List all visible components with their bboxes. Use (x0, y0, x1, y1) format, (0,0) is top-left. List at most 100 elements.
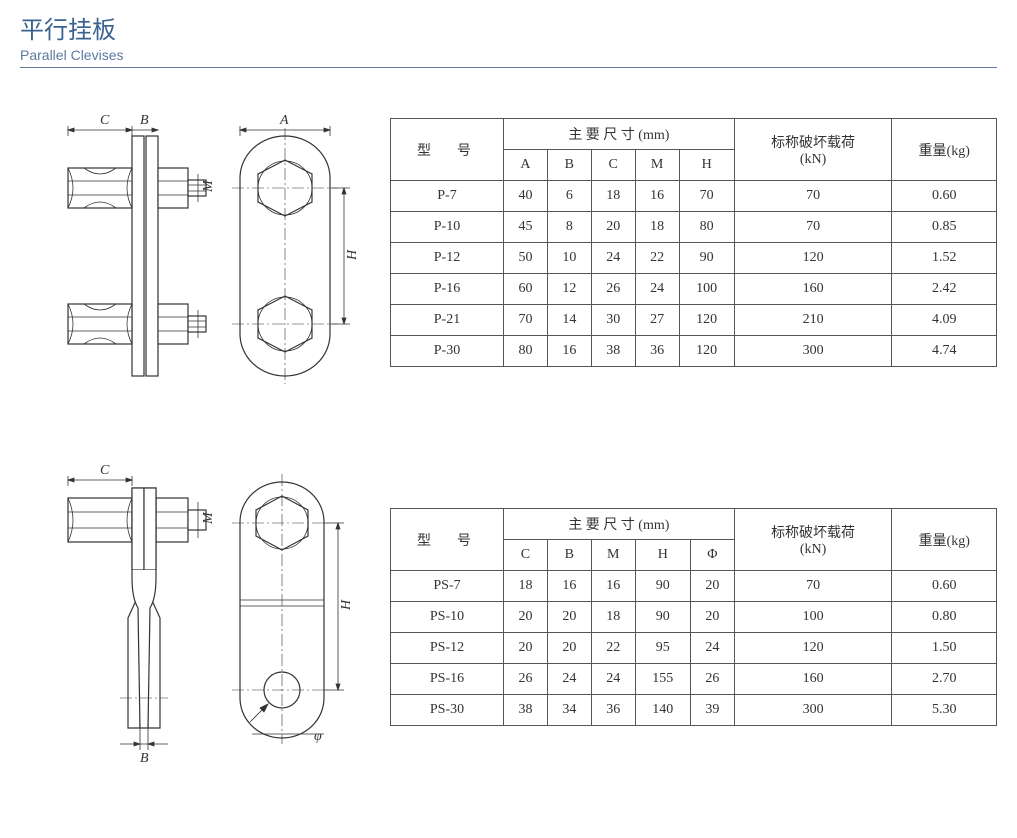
cell-value: 16 (547, 571, 591, 602)
cell-load: 70 (734, 181, 892, 212)
cell-load: 120 (734, 243, 892, 274)
cell-value: 90 (635, 602, 690, 633)
th-dims: 主 要 尺 寸 (mm) (504, 509, 735, 540)
table-ps: 型 号 主 要 尺 寸 (mm) 标称破坏载荷(kN) 重量(kg) CBMHΦ… (390, 508, 997, 726)
cell-model: P-12 (391, 243, 504, 274)
table-row: PS-30383436140393005.30 (391, 695, 997, 726)
cell-value: 20 (591, 212, 635, 243)
table-p-wrap: 型 号 主 要 尺 寸 (mm) 标称破坏载荷(kN) 重量(kg) ABCMH… (390, 98, 997, 367)
table-row: P-30801638361203004.74 (391, 336, 997, 367)
cell-value: 30 (591, 305, 635, 336)
drawing-p: C B (20, 98, 380, 408)
cell-load: 70 (734, 571, 892, 602)
th-weight: 重量(kg) (892, 509, 997, 571)
page-title-block: 平行挂板 Parallel Clevises (20, 10, 997, 68)
svg-text:M: M (201, 179, 216, 193)
cell-model: PS-12 (391, 633, 504, 664)
cell-value: 20 (504, 633, 548, 664)
cell-weight: 0.60 (892, 571, 997, 602)
cell-value: 95 (635, 633, 690, 664)
cell-value: 100 (679, 274, 734, 305)
th-dim-col: M (591, 540, 635, 571)
th-weight: 重量(kg) (892, 119, 997, 181)
cell-value: 22 (635, 243, 679, 274)
cell-value: 140 (635, 695, 690, 726)
cell-value: 38 (591, 336, 635, 367)
cell-weight: 1.52 (892, 243, 997, 274)
table-row: P-16601226241001602.42 (391, 274, 997, 305)
table-row: PS-16262424155261602.70 (391, 664, 997, 695)
cell-value: 22 (591, 633, 635, 664)
cell-value: 36 (635, 336, 679, 367)
cell-load: 210 (734, 305, 892, 336)
cell-load: 100 (734, 602, 892, 633)
cell-value: 18 (591, 602, 635, 633)
svg-text:C: C (100, 113, 110, 128)
th-dim-col: M (635, 150, 679, 181)
cell-value: 8 (547, 212, 591, 243)
cell-value: 27 (635, 305, 679, 336)
svg-text:H: H (339, 599, 354, 611)
th-dim-col: H (679, 150, 734, 181)
th-dim-col: C (504, 540, 548, 571)
table-row: P-1250102422901201.52 (391, 243, 997, 274)
cell-value: 24 (635, 274, 679, 305)
table-row: P-10458201880700.85 (391, 212, 997, 243)
cell-value: 24 (591, 664, 635, 695)
cell-value: 120 (679, 336, 734, 367)
cell-value: 12 (547, 274, 591, 305)
cell-weight: 0.85 (892, 212, 997, 243)
cell-weight: 0.80 (892, 602, 997, 633)
cell-value: 14 (547, 305, 591, 336)
cell-value: 26 (504, 664, 548, 695)
cell-value: 60 (504, 274, 548, 305)
section-ps-type: C M (20, 458, 997, 778)
th-dim-col: B (547, 540, 591, 571)
cell-model: P-7 (391, 181, 504, 212)
cell-value: 16 (591, 571, 635, 602)
cell-model: P-30 (391, 336, 504, 367)
cell-weight: 2.42 (892, 274, 997, 305)
cell-value: 90 (635, 571, 690, 602)
cell-value: 6 (547, 181, 591, 212)
cell-value: 38 (504, 695, 548, 726)
cell-value: 120 (679, 305, 734, 336)
cell-value: 10 (547, 243, 591, 274)
th-load: 标称破坏载荷(kN) (734, 119, 892, 181)
cell-value: 20 (547, 602, 591, 633)
cell-value: 50 (504, 243, 548, 274)
th-dim-col: Φ (690, 540, 734, 571)
cell-load: 70 (734, 212, 892, 243)
cell-value: 26 (591, 274, 635, 305)
th-model: 型 号 (391, 509, 504, 571)
cell-value: 18 (504, 571, 548, 602)
cell-weight: 0.60 (892, 181, 997, 212)
cell-value: 24 (591, 243, 635, 274)
cell-load: 120 (734, 633, 892, 664)
section-p-type: C B (20, 98, 997, 408)
cell-weight: 4.09 (892, 305, 997, 336)
cell-value: 80 (679, 212, 734, 243)
th-dims: 主 要 尺 寸 (mm) (504, 119, 735, 150)
cell-value: 40 (504, 181, 548, 212)
svg-text:B: B (140, 113, 149, 128)
cell-value: 155 (635, 664, 690, 695)
cell-value: 39 (690, 695, 734, 726)
cell-model: PS-30 (391, 695, 504, 726)
cell-value: 20 (504, 602, 548, 633)
cell-value: 36 (591, 695, 635, 726)
svg-text:A: A (279, 113, 289, 128)
table-row: PS-71816169020700.60 (391, 571, 997, 602)
cell-weight: 4.74 (892, 336, 997, 367)
cell-weight: 5.30 (892, 695, 997, 726)
cell-value: 45 (504, 212, 548, 243)
cell-value: 20 (690, 602, 734, 633)
svg-text:B: B (140, 751, 149, 766)
svg-text:C: C (100, 463, 110, 478)
th-dim-col: C (591, 150, 635, 181)
cell-value: 20 (547, 633, 591, 664)
cell-weight: 2.70 (892, 664, 997, 695)
table-row: P-7406181670700.60 (391, 181, 997, 212)
th-model: 型 号 (391, 119, 504, 181)
th-load: 标称破坏载荷(kN) (734, 509, 892, 571)
